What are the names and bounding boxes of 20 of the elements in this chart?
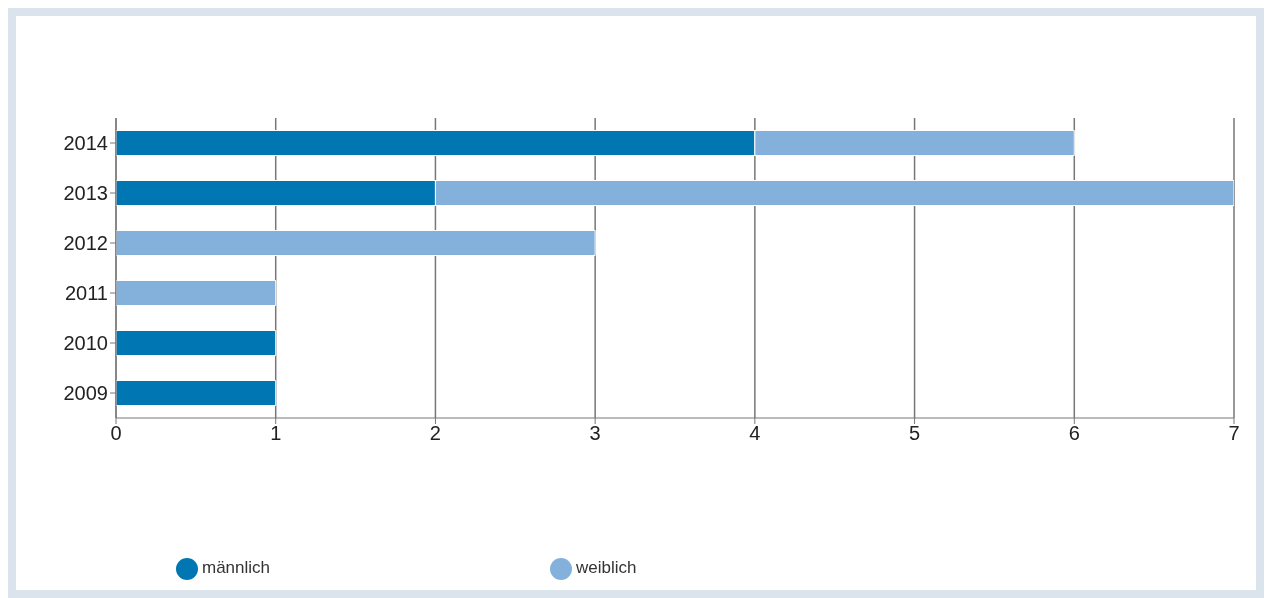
y-tick-label: 2009 [63,382,108,405]
y-tick-label: 2010 [63,332,108,355]
x-tick-label: 4 [749,422,761,445]
y-tick-label: 2012 [63,232,108,255]
x-tick-label: 7 [1228,422,1240,445]
y-tick-label: 2014 [63,132,108,155]
bar [116,230,596,256]
x-tick-label: 0 [110,422,122,445]
x-tick-label: 6 [1068,422,1080,445]
x-tick-label: 3 [589,422,601,445]
legend-label: männlich [202,558,271,578]
y-tick-label: 2011 [64,282,108,305]
x-tick-label: 5 [909,422,921,445]
y-tick-label: 2013 [63,182,108,205]
x-tick-label: 2 [429,422,441,445]
bar [116,330,277,356]
bar [116,380,277,406]
x-tick-label: 1 [270,422,282,445]
legend-label: weiblich [576,558,637,578]
bar [116,280,277,306]
